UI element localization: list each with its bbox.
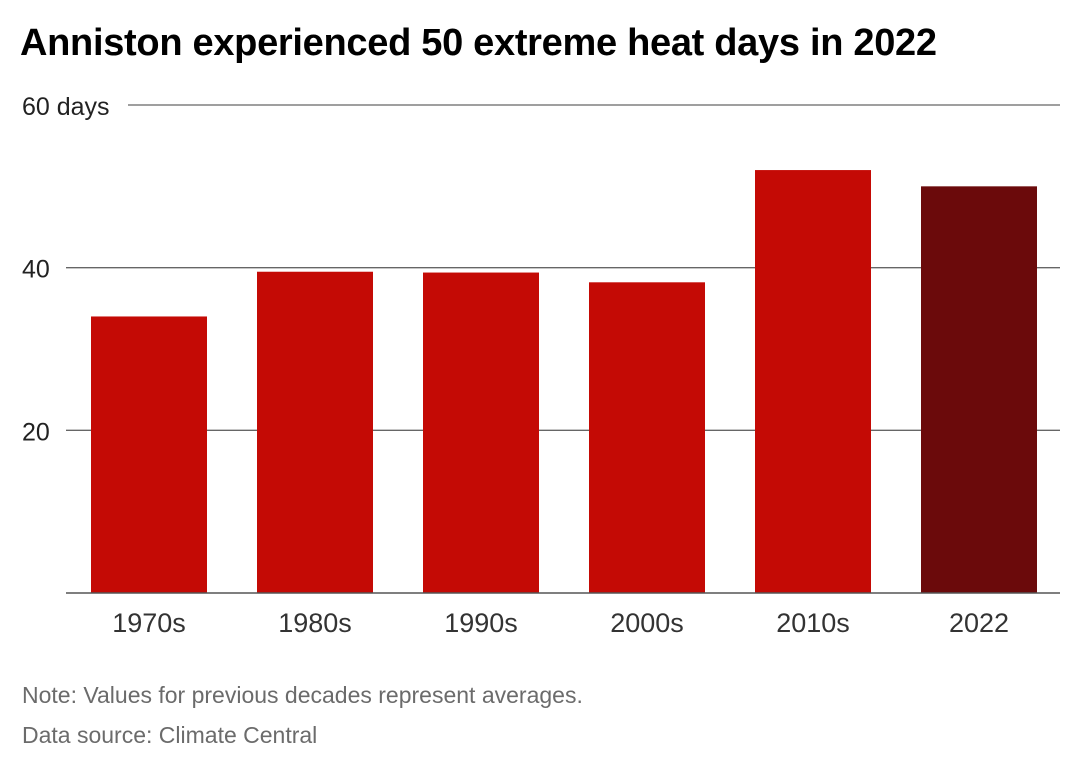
bar (755, 170, 871, 594)
bar (257, 271, 373, 593)
x-tick-label: 1980s (278, 608, 352, 638)
bar-chart: 20 40 60 days 1970s 1980s 1990s 2000s 2010s 2022 (22, 93, 1060, 638)
x-tick-label: 1990s (444, 608, 518, 638)
bar (423, 272, 539, 593)
bar (589, 282, 705, 593)
data-source: Data source: Climate Central (22, 722, 318, 748)
x-tick-label: 2010s (776, 608, 850, 638)
x-tick-label: 2000s (610, 608, 684, 638)
chart-note: Note: Values for previous decades repres… (22, 682, 583, 708)
chart-title: Anniston experienced 50 extreme heat day… (20, 22, 937, 64)
x-tick-label: 2022 (949, 608, 1009, 638)
bar (91, 316, 207, 593)
y-tick-label: 60 days (22, 93, 110, 121)
bar (921, 186, 1037, 594)
x-tick-label: 1970s (112, 608, 186, 638)
y-tick-label: 40 (22, 256, 50, 284)
y-tick-label: 20 (22, 418, 50, 446)
